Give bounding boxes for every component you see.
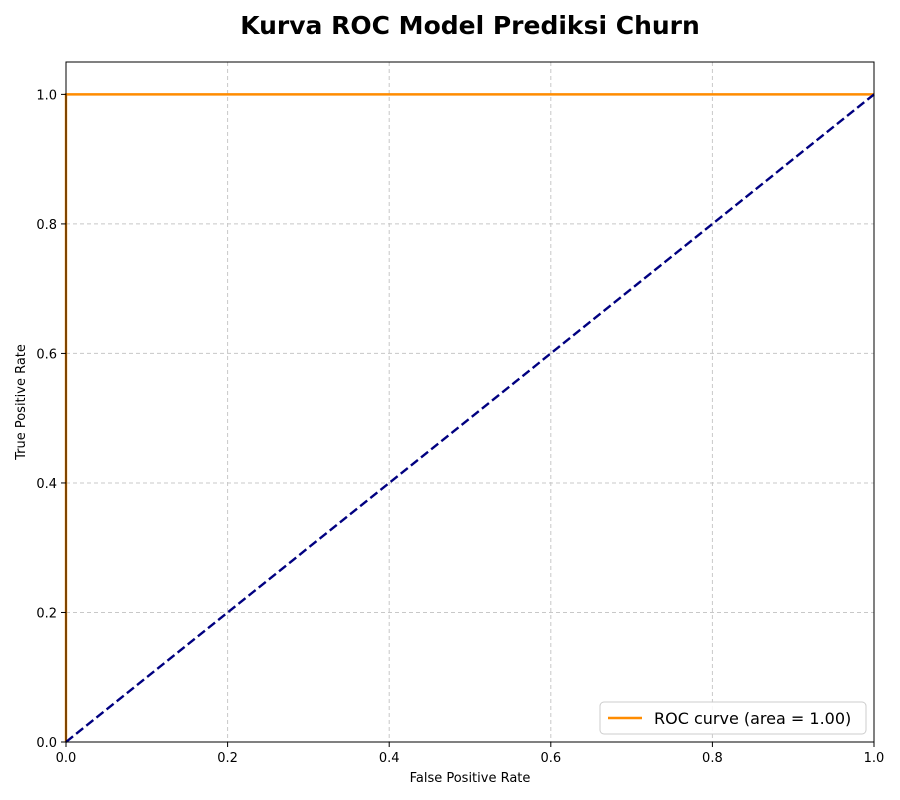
grid-layer [65, 62, 875, 743]
y-tick-label: 0.6 [36, 347, 57, 362]
x-axis-label: False Positive Rate [410, 771, 531, 786]
tick-layer: 0.0 0.2 0.4 0.6 0.8 1.0 0.0 0.2 0.4 0.6 0.8 1.0 [36, 88, 884, 766]
x-tick-label: 0.4 [379, 751, 400, 766]
legend: ROC curve (area = 1.00) [599, 701, 867, 735]
y-axis-label: True Positive Rate [14, 344, 29, 461]
legend-label: ROC curve (area = 1.00) [654, 709, 851, 728]
x-tick-label: 0.0 [56, 751, 77, 766]
x-tick-label: 1.0 [864, 751, 885, 766]
y-tick-label: 0.2 [36, 606, 57, 621]
chart-title: Kurva ROC Model Prediksi Churn [240, 11, 700, 40]
y-tick-label: 0.0 [36, 736, 57, 751]
plot-frame [65, 61, 875, 743]
x-tick-label: 0.8 [702, 751, 723, 766]
x-tick-label: 0.6 [540, 751, 561, 766]
y-tick-label: 0.4 [36, 477, 57, 492]
legend-box [599, 701, 867, 735]
chance-diagonal-line [65, 93, 875, 743]
y-tick-label: 0.8 [36, 218, 57, 233]
roc-curve-line [64, 93, 874, 742]
series-layer [64, 93, 875, 743]
y-tick-label: 1.0 [36, 88, 57, 103]
x-tick-label: 0.2 [217, 751, 238, 766]
